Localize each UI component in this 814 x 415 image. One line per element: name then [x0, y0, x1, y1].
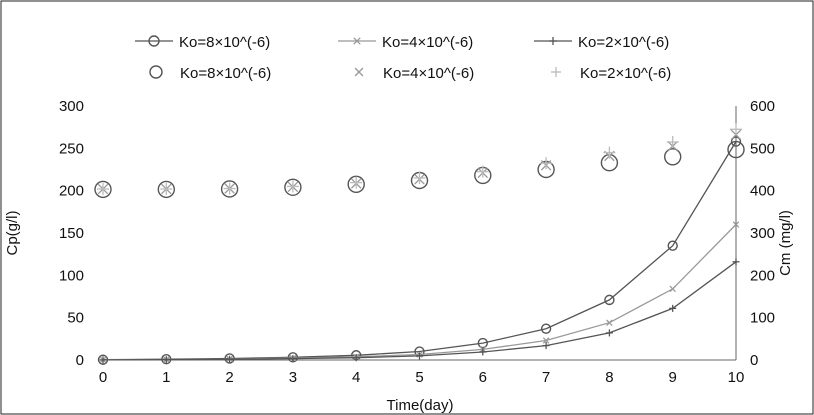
data-point [162, 356, 170, 364]
data-point [347, 175, 365, 194]
y-right-tick-label: 0 [750, 352, 758, 369]
x-tick-labels: 0 1 2 3 4 5 6 7 8 9 10 [99, 369, 745, 386]
data-point [727, 140, 745, 159]
y-left-tick-label: 0 [76, 352, 84, 369]
data-point [669, 304, 677, 312]
data-point [157, 180, 176, 199]
x-tick-label: 6 [479, 369, 487, 386]
y-right-tick-label: 400 [750, 183, 775, 200]
data-point [226, 355, 234, 363]
y-right-axis-title: Cm (mg/l) [777, 210, 794, 276]
y-left-tick-label: 50 [67, 310, 84, 327]
x-axis-title: Time(day) [387, 397, 454, 414]
data-point [732, 258, 740, 266]
data-point [604, 294, 615, 306]
data-point [542, 342, 550, 350]
y-right-tick-labels: 0 100 200 300 400 500 600 [750, 98, 775, 369]
y-left-tick-label: 300 [59, 98, 84, 115]
legend: Ko=8×10^(-6) Ko=4×10^(-6) Ko=2×10^(-6) Ko=8… [135, 34, 671, 82]
data-point [289, 355, 297, 363]
data-point [352, 354, 360, 362]
legend-label: Ko=4×10^(-6) [382, 34, 473, 51]
y-right-tick-label: 200 [750, 267, 775, 284]
y-left-tick-label: 200 [59, 183, 84, 200]
legend-item: Ko=2×10^(-6) [534, 34, 669, 51]
data-point [732, 221, 740, 228]
y-right-tick-label: 100 [750, 310, 775, 327]
legend-label: Ko=8×10^(-6) [180, 65, 271, 82]
legend-marker [149, 65, 163, 79]
data-point [160, 182, 173, 195]
data-point [477, 337, 488, 349]
data-point [666, 135, 679, 148]
y-right-tick-label: 600 [750, 98, 775, 115]
data-point [664, 148, 682, 166]
data-point [603, 146, 616, 159]
y-right-tick-label: 500 [750, 140, 775, 157]
y-left-tick-label: 250 [59, 140, 84, 157]
x-tick-label: 5 [415, 369, 423, 386]
x-tick-label: 4 [352, 369, 360, 386]
data-point [286, 180, 299, 193]
data-point [605, 329, 613, 337]
legend-item: Ko=2×10^(-6) [551, 65, 671, 82]
data-point [284, 178, 302, 196]
data-point [476, 165, 489, 178]
data-point [669, 285, 676, 293]
x-tick-label: 1 [162, 369, 170, 386]
legend-marker [551, 67, 561, 77]
data-point [97, 182, 109, 195]
data-point [730, 136, 742, 147]
x-tick-label: 7 [542, 369, 550, 386]
legend-label: Ko=2×10^(-6) [580, 65, 671, 82]
y-left-tick-label: 100 [59, 267, 84, 284]
y-left-tick-labels: 0 50 100 150 200 250 300 [59, 98, 84, 369]
x-tick-label: 2 [225, 369, 233, 386]
legend-marker [549, 37, 557, 45]
x-tick-label: 10 [728, 369, 745, 386]
x-tick-label: 0 [99, 369, 107, 386]
series-2 [99, 258, 740, 364]
data-point [540, 157, 553, 170]
series-5 [97, 123, 742, 195]
data-point [542, 337, 550, 344]
series-layer [94, 123, 745, 365]
data-point [416, 352, 423, 360]
x-tick-label: 9 [669, 369, 677, 386]
x-tick-label: 8 [605, 369, 613, 386]
data-point [606, 319, 613, 327]
data-point [223, 182, 236, 195]
y-left-axis-title: Cp(g/l) [4, 210, 21, 255]
y-left-tick-label: 150 [59, 225, 84, 242]
legend-marker [353, 37, 361, 45]
data-point [350, 176, 363, 189]
legend-item: Ko=8×10^(-6) [135, 34, 270, 51]
data-point [479, 348, 487, 356]
legend-label: Ko=8×10^(-6) [179, 34, 270, 51]
data-point [94, 180, 112, 199]
data-point [99, 356, 107, 364]
legend-item: Ko=8×10^(-6) [149, 65, 271, 82]
data-point [413, 171, 426, 184]
data-point [540, 323, 552, 334]
legend-label: Ko=4×10^(-6) [383, 65, 474, 82]
data-point [730, 123, 742, 136]
legend-item: Ko=4×10^(-6) [354, 65, 474, 82]
y-right-tick-label: 300 [750, 225, 775, 242]
legend-marker [148, 35, 160, 47]
legend-item: Ko=4×10^(-6) [338, 34, 473, 51]
legend-label: Ko=2×10^(-6) [578, 34, 669, 51]
x-tick-label: 3 [289, 369, 297, 386]
data-point [220, 180, 239, 198]
legend-marker [354, 67, 364, 77]
data-point [667, 240, 678, 251]
series-3 [94, 140, 745, 199]
